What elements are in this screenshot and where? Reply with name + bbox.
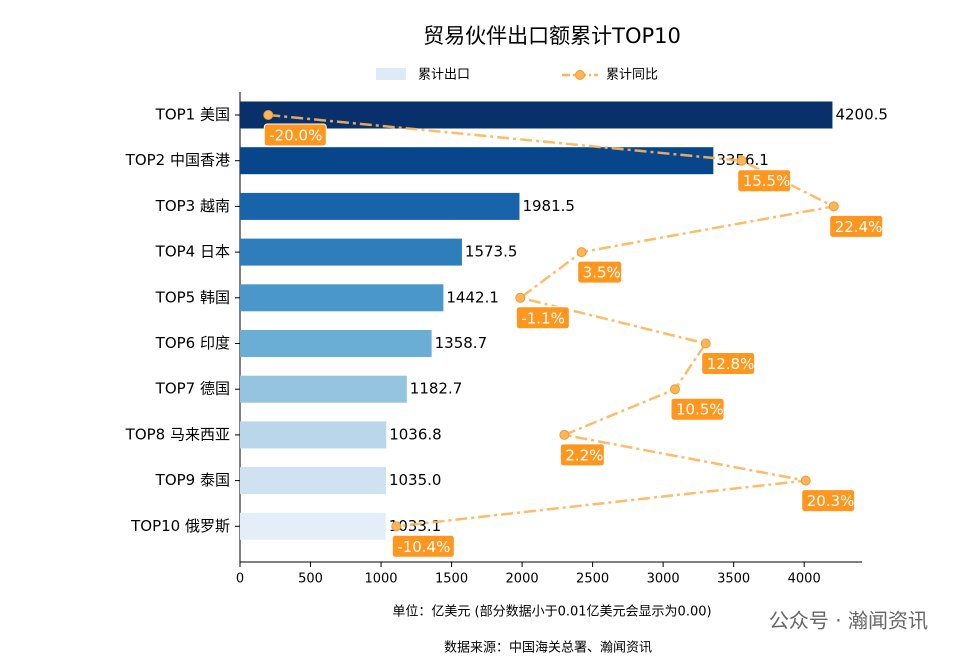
growth-label-box bbox=[577, 260, 623, 284]
growth-marker bbox=[263, 110, 274, 120]
growth-line bbox=[268, 113, 838, 528]
y-tick-label: TOP1 美国 bbox=[155, 106, 230, 124]
bar-value-label: 1033.1 bbox=[389, 517, 442, 535]
growth-marker bbox=[670, 384, 681, 395]
y-tick-label: TOP4 日本 bbox=[155, 243, 230, 261]
growth-label-box bbox=[515, 306, 570, 330]
bar-value-label: 1573.5 bbox=[465, 243, 517, 261]
growth-marker bbox=[391, 521, 402, 532]
bar bbox=[240, 147, 714, 175]
bar-value-label: 1036.8 bbox=[389, 425, 442, 443]
bar bbox=[240, 330, 432, 357]
growth-label: -10.4% bbox=[397, 538, 450, 556]
growth-label: 3.5% bbox=[583, 264, 621, 282]
legend-swatch bbox=[575, 70, 585, 80]
y-tick-label: TOP8 马来西亚 bbox=[125, 425, 230, 443]
source-note: 数据来源：中国海关总署、瀚闻资讯 bbox=[444, 641, 652, 656]
growth-label-box bbox=[737, 169, 792, 193]
growth-label-box bbox=[829, 214, 884, 238]
growth-marker bbox=[800, 475, 811, 486]
legend-label: 累计同比 bbox=[606, 68, 658, 83]
x-tick-label: 2500 bbox=[576, 572, 609, 587]
growth-label: 22.4% bbox=[835, 218, 883, 236]
growth-label-box bbox=[391, 534, 455, 558]
bar bbox=[240, 101, 833, 129]
y-tick-label: TOP9 泰国 bbox=[155, 471, 230, 489]
growth-label: 15.5% bbox=[743, 172, 791, 190]
bar bbox=[240, 238, 462, 266]
growth-marker bbox=[515, 292, 526, 303]
growth-label-box bbox=[701, 352, 756, 375]
chart-title: 贸易伙伴出口额累计TOP10 bbox=[423, 24, 681, 48]
growth-label: 2.2% bbox=[565, 446, 603, 464]
x-tick-label: 3500 bbox=[717, 572, 750, 587]
growth-label-box bbox=[801, 489, 856, 513]
x-tick-label: 2000 bbox=[506, 572, 539, 587]
growth-marker bbox=[576, 247, 587, 258]
bar-value-label: 1035.0 bbox=[389, 471, 442, 489]
y-tick-label: TOP5 韩国 bbox=[155, 288, 230, 306]
growth-label-box bbox=[263, 123, 327, 147]
watermark: 公众号 · 瀚闻资讯 bbox=[769, 609, 928, 633]
y-tick-label: TOP10 俄罗斯 bbox=[130, 517, 230, 535]
growth-marker bbox=[559, 429, 570, 440]
x-tick-label: 4000 bbox=[788, 572, 821, 587]
y-tick-label: TOP7 德国 bbox=[155, 380, 230, 398]
growth-label: 20.3% bbox=[807, 492, 855, 510]
growth-marker bbox=[828, 201, 839, 212]
bar bbox=[240, 467, 386, 495]
bar-value-label: 1981.5 bbox=[522, 197, 575, 215]
growth-label: -20.0% bbox=[269, 127, 322, 145]
bar-value-label: 1358.7 bbox=[435, 334, 488, 352]
growth-label: -1.1% bbox=[521, 309, 565, 327]
growth-marker bbox=[700, 338, 711, 349]
legend-swatch bbox=[376, 68, 406, 80]
x-tick-label: 0 bbox=[236, 572, 244, 587]
legend-label: 累计出口 bbox=[418, 68, 470, 83]
x-tick-label: 1500 bbox=[435, 572, 468, 587]
x-tick-label: 3000 bbox=[647, 572, 680, 587]
bar-value-label: 1182.7 bbox=[410, 380, 463, 398]
x-tick-label: 500 bbox=[298, 572, 323, 587]
bar bbox=[240, 284, 444, 312]
y-tick-label: TOP6 印度 bbox=[155, 334, 230, 352]
y-tick-label: TOP3 越南 bbox=[155, 197, 230, 215]
growth-label-box bbox=[559, 443, 605, 467]
bar-value-label: 4200.5 bbox=[835, 106, 888, 124]
x-axis-label: 单位：亿美元 (部分数据小于0.01亿美元会显示为0.00) bbox=[392, 605, 711, 620]
bar-value-label: 1442.1 bbox=[446, 288, 499, 306]
bar bbox=[240, 421, 387, 449]
growth-marker bbox=[736, 155, 747, 166]
bar bbox=[240, 512, 386, 540]
bar bbox=[240, 192, 520, 220]
growth-label-box bbox=[670, 397, 725, 421]
bar bbox=[240, 375, 407, 403]
growth-label: 10.5% bbox=[676, 401, 724, 419]
y-tick-label: TOP2 中国香港 bbox=[125, 151, 230, 169]
growth-label: 12.8% bbox=[707, 355, 755, 373]
x-tick-label: 1000 bbox=[364, 572, 397, 587]
